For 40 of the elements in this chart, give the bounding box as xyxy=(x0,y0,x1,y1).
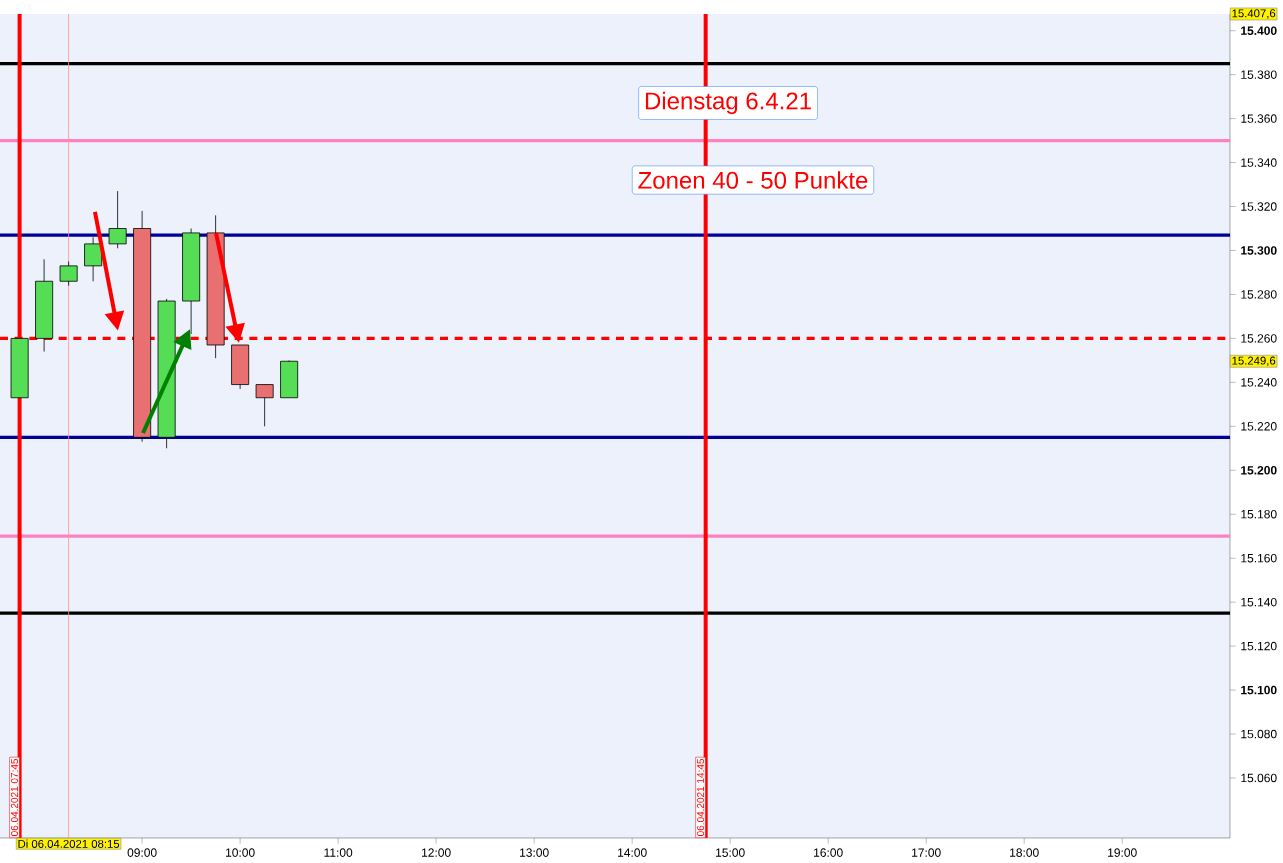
y-tick-label: 15.280 xyxy=(1241,290,1277,299)
ref-line-label: 06.04.2021 07:45 xyxy=(10,758,19,836)
x-tick-label: 13:00 xyxy=(520,848,549,857)
y-tick-label: 15.240 xyxy=(1241,378,1277,387)
candlestick xyxy=(84,236,103,282)
y-tick-label: 15.180 xyxy=(1241,509,1277,519)
candlestick xyxy=(108,190,127,249)
x-tick-label: 11:00 xyxy=(324,848,353,857)
y-tick-label: 15.060 xyxy=(1241,773,1277,783)
y-tick-label: 15.080 xyxy=(1241,729,1277,739)
ref-line-label: 06.04.2021 14:45 xyxy=(696,758,705,836)
candlestick xyxy=(255,384,274,427)
y-tick-label: 15.300 xyxy=(1241,246,1277,255)
y-tick-label: 15.400 xyxy=(1241,26,1277,35)
x-tick-label: 09:00 xyxy=(127,848,157,857)
y-tick-label: 15.140 xyxy=(1241,597,1277,607)
y-tick-label: 15.160 xyxy=(1241,553,1277,563)
x-tick-label: 14:00 xyxy=(618,848,647,857)
x-tick-label: 12:00 xyxy=(422,848,451,857)
y-tick-label: 15.340 xyxy=(1241,158,1277,167)
y-tick-label: 15.260 xyxy=(1241,334,1277,343)
y-tick-label: 15.120 xyxy=(1241,641,1277,651)
y-tick-label: 15.360 xyxy=(1241,114,1277,123)
x-tick-label: 10:00 xyxy=(226,848,255,857)
x-tick-label: 17:00 xyxy=(912,848,941,857)
text: 15.407,6 xyxy=(1232,9,1276,19)
x-tick-label: 18:00 xyxy=(1010,848,1039,857)
y-tick-label: 15.320 xyxy=(1241,202,1277,211)
y-tick-label: 15.200 xyxy=(1241,466,1277,475)
annotation: Zonen 40 - 50 Punkte xyxy=(638,171,868,189)
text: 15.249,6 xyxy=(1232,356,1276,366)
y-tick-label: 15.380 xyxy=(1241,70,1277,79)
y-tick-label: 15.100 xyxy=(1241,685,1277,695)
x-tick-label: 15:00 xyxy=(716,848,745,857)
y-tick-label: 15.220 xyxy=(1241,422,1277,431)
annotation: Dienstag 6.4.21 xyxy=(645,91,811,115)
x-tick-label: 16:00 xyxy=(814,848,843,857)
x-tick-label: 19:00 xyxy=(1108,848,1137,857)
candlestick xyxy=(59,261,78,287)
text: Di 06.04.2021 08:15 xyxy=(18,839,120,848)
